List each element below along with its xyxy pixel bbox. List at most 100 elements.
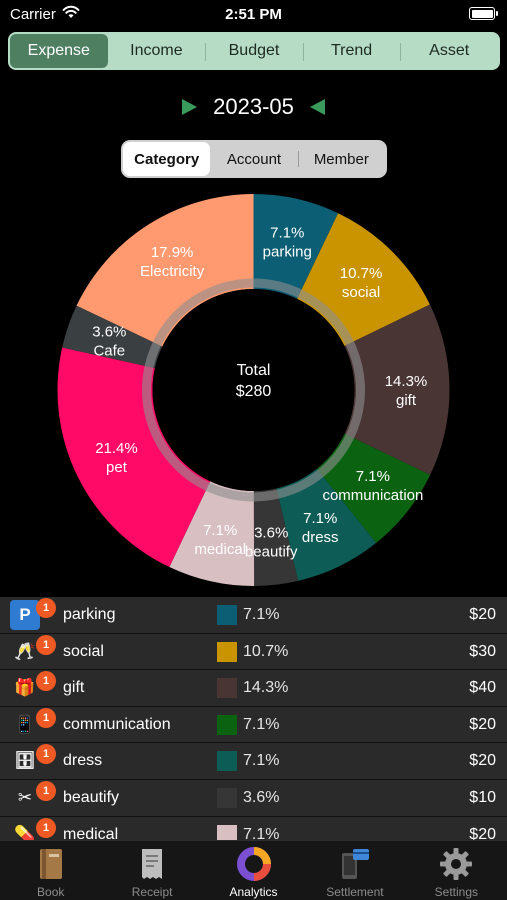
tab-asset[interactable]: Asset [400,34,498,68]
category-percent: 7.1% [243,606,280,623]
donut-slice-gift[interactable] [344,304,450,475]
slice-percent-label: 14.3% [385,373,428,390]
tab-bar-label: Book [37,885,65,899]
donut-center-total: $280 [236,383,272,400]
count-badge: 1 [36,744,56,765]
category-percent: 7.1% [243,825,280,840]
list-item[interactable]: 🗄 1 dress 7.1% $20 [0,743,507,780]
slice-name-label: dress [302,529,339,546]
receipt-icon [142,849,163,879]
slice-percent-label: 7.1% [270,224,304,241]
previous-month-arrow-icon[interactable] [309,99,325,115]
pills-icon: 💊 [14,824,36,840]
category-name: communication [63,715,171,733]
category-amount: $20 [469,825,496,840]
slice-percent-label: 7.1% [203,522,237,539]
slice-percent-label: 3.6% [92,323,126,340]
tab-bar-receipt[interactable]: Receipt [101,841,202,900]
status-time: 2:51 PM [225,6,282,23]
wardrobe-icon: 🗄 [14,751,36,771]
donut-slice-communication[interactable] [316,433,431,543]
donut-inner-ring [142,278,365,502]
count-badge: 1 [36,671,56,692]
tab-income[interactable]: Income [130,42,183,59]
category-percent: 14.3% [243,679,289,697]
slice-name-label: medical [194,541,246,558]
slice-percent-label: 7.1% [303,510,337,527]
donut-slice-pet[interactable] [57,347,211,568]
month-label: 2023-05 [213,94,294,119]
category-color-swatch [217,714,237,735]
slice-percent-label: 17.9% [151,244,194,261]
donut-slice-cafe[interactable] [62,305,163,369]
category-percent: 7.1% [243,715,280,733]
category-color-swatch [217,605,237,625]
category-name: beautify [63,788,120,806]
category-percent: 3.6% [243,788,280,806]
category-color-swatch [217,678,237,699]
slice-name-label: communication [322,487,423,504]
list-item[interactable]: P 1 parking 7.1% $20 [0,597,507,634]
scissors-icon: ✂ [17,787,33,807]
list-item[interactable]: 📱 1 communication 7.1% $20 [0,706,507,744]
tab-account[interactable]: Account [226,150,282,168]
category-name: medical [63,825,119,840]
gear-icon [440,848,473,880]
main-tab-segment: Expense Income Budget Trend Asset [8,32,500,70]
tab-bar-label: Settings [434,885,478,899]
tab-trend[interactable]: Trend [302,34,401,68]
slice-name-label: beautify [245,543,298,560]
tab-budget[interactable]: Budget [205,34,303,68]
pie-chart-icon [236,847,271,881]
category-name: gift [63,679,85,697]
category-amount: $20 [469,606,496,623]
category-color-swatch [217,751,237,772]
category-color-swatch [217,787,237,808]
donut-slice-medical[interactable] [169,481,255,586]
category-color-swatch [217,641,237,662]
champagne-glasses-icon: 🥂 [14,641,36,661]
slice-name-label: gift [396,392,417,409]
carrier-label: Carrier [10,6,56,23]
slice-percent-label: 3.6% [254,524,288,541]
next-month-arrow-icon[interactable] [182,99,198,115]
list-item[interactable]: ✂ 1 beautify 3.6% $10 [0,779,507,817]
category-name: social [63,642,104,660]
category-name: dress [63,752,103,770]
category-percent: 10.7% [243,642,289,660]
list-item[interactable]: 🥂 1 social 10.7% $30 [0,633,507,671]
tab-bar-settings[interactable]: Settings [406,841,507,900]
slice-name-label: social [342,284,380,301]
donut-slice-electricity[interactable] [76,194,254,347]
slice-name-label: Cafe [93,342,125,359]
status-bar: Carrier 2:51 PM [0,0,507,28]
list-item[interactable]: 🎁 1 gift 14.3% $40 [0,670,507,707]
list-item[interactable]: 💊 1 medical 7.1% $20 [0,816,507,840]
count-badge: 1 [36,780,56,801]
count-badge: 1 [36,634,56,655]
grouping-segment: Category Account Member [121,140,387,178]
tab-bar-settlement[interactable]: Settlement [304,841,405,900]
donut-hole [152,289,355,491]
donut-slice-parking[interactable] [253,194,339,299]
category-amount: $40 [469,679,496,697]
category-amount: $30 [469,642,496,660]
tab-bar-analytics[interactable]: Analytics [203,841,304,900]
tab-bar-label: Analytics [229,885,278,899]
gift-box-icon: 🎁 [14,678,36,698]
tab-bar-label: Receipt [131,885,173,899]
donut-slice-dress[interactable] [276,468,377,581]
tab-category[interactable]: Category [123,142,211,176]
category-percent: 7.1% [243,752,280,770]
category-amount: $20 [469,752,496,770]
donut-slice-beautify[interactable] [253,488,299,586]
category-list: P 1 parking 7.1% $20 🥂 1 social 10.7% $3… [0,597,507,840]
tab-bar-book[interactable]: Book [0,841,101,900]
tab-member[interactable]: Member [297,142,385,176]
count-badge: 1 [36,598,56,618]
settlement-icon [341,849,369,879]
count-badge: 1 [36,707,56,728]
slice-percent-label: 10.7% [340,265,383,282]
slice-name-label: Electricity [140,263,205,280]
tab-expense[interactable]: Expense [10,34,108,68]
